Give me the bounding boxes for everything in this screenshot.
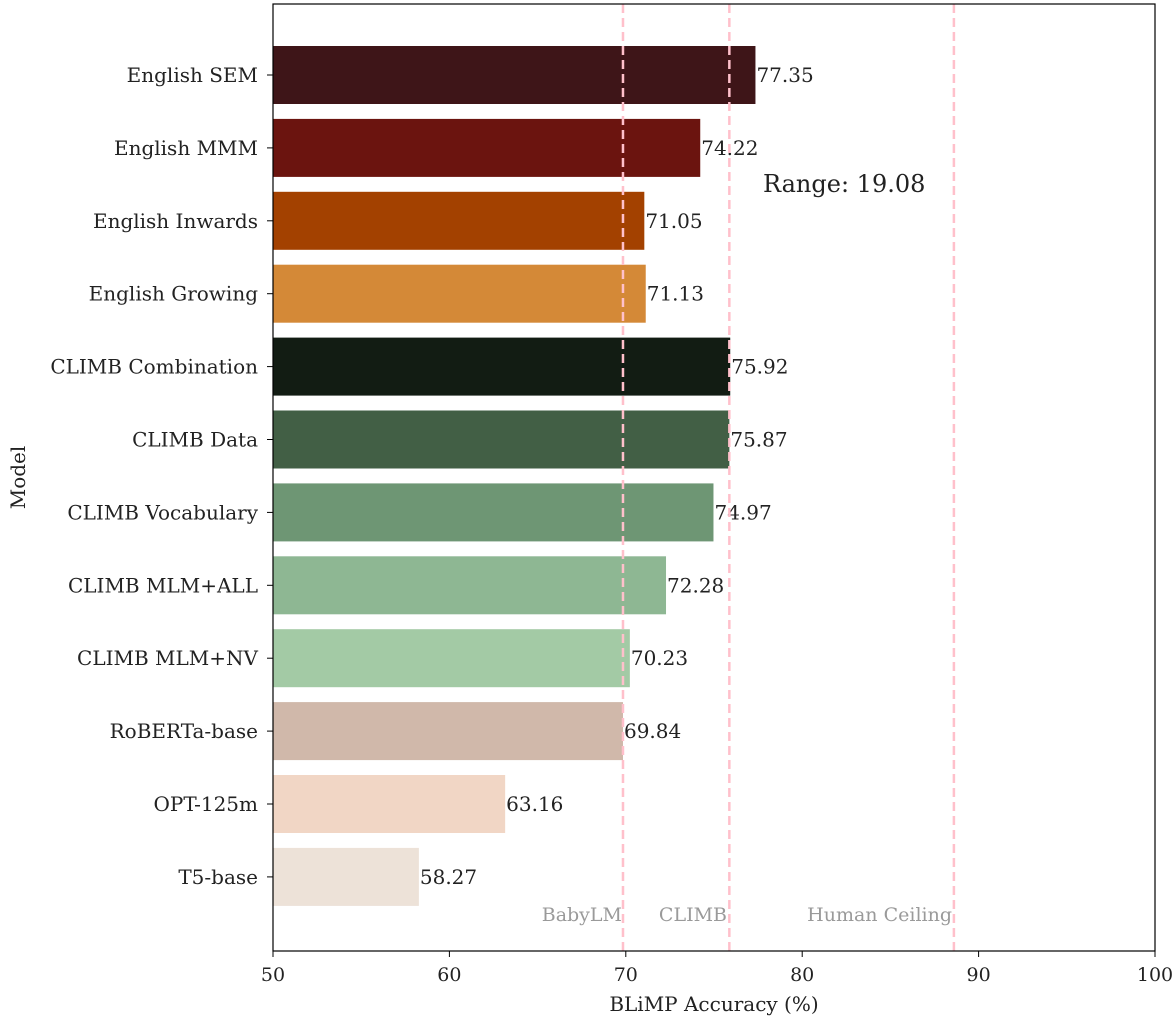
bars-layer [273, 46, 756, 906]
category-label-english-inwards: English Inwards [93, 209, 258, 233]
value-label-climb-combination: 75.92 [731, 355, 788, 379]
x-axis: 50 60 70 80 90 100 [261, 951, 1173, 986]
category-label-climb-mlm-nv: CLIMB MLM+NV [77, 646, 259, 670]
range-annotation: Range: 19.08 [763, 170, 925, 198]
bar-english-sem [273, 46, 756, 104]
category-label-english-mmm: English MMM [114, 136, 258, 160]
y-axis-title: Model [6, 446, 30, 510]
x-tick-label-100: 100 [1137, 964, 1173, 986]
bar-english-inwards [273, 191, 645, 250]
value-label-english-growing: 71.13 [647, 282, 704, 306]
value-label-english-sem: 77.35 [756, 63, 813, 87]
bar-climb-combination [273, 337, 731, 396]
bar-roberta-base [273, 702, 623, 761]
value-label-climb-vocabulary: 74.97 [714, 500, 771, 524]
reference-label-babylm: BabyLM [542, 904, 622, 926]
bar-climb-vocabulary [273, 483, 714, 542]
y-axis: English SEM English MMM English Inwards Eng… [50, 63, 273, 889]
x-tick-label-90: 90 [967, 964, 991, 986]
category-label-climb-combination: CLIMB Combination [50, 355, 258, 379]
category-label-opt-125m: OPT-125m [153, 792, 258, 816]
bar-climb-mlm-nv [273, 629, 630, 688]
reference-lines-layer: BabyLM CLIMB Human Ceiling [542, 4, 956, 951]
value-label-opt-125m: 63.16 [506, 792, 563, 816]
bar-english-growing [273, 264, 646, 323]
category-label-roberta-base: RoBERTa-base [110, 719, 258, 743]
category-label-english-sem: English SEM [127, 63, 258, 87]
value-labels-layer: 77.3574.2271.0571.1375.9275.8774.9772.28… [420, 63, 814, 889]
plot-frame [272, 3, 1156, 952]
bar-english-mmm [273, 118, 701, 177]
bar-climb-data [273, 410, 730, 469]
x-tick-label-70: 70 [614, 964, 638, 986]
category-label-climb-mlm-all: CLIMB MLM+ALL [68, 573, 258, 597]
value-label-roberta-base: 69.84 [624, 719, 681, 743]
value-label-climb-mlm-all: 72.28 [667, 573, 724, 597]
x-tick-label-50: 50 [261, 964, 285, 986]
bar-t5-base [273, 847, 419, 906]
value-label-english-inwards: 71.05 [645, 209, 702, 233]
x-tick-label-60: 60 [437, 964, 461, 986]
category-label-climb-data: CLIMB Data [132, 428, 258, 452]
bar-opt-125m [273, 775, 506, 833]
category-label-climb-vocabulary: CLIMB Vocabulary [67, 500, 258, 524]
x-tick-label-80: 80 [790, 964, 814, 986]
category-label-english-growing: English Growing [89, 282, 259, 306]
reference-label-climb: CLIMB [659, 904, 727, 926]
value-label-t5-base: 58.27 [420, 865, 477, 889]
category-label-t5-base: T5-base [178, 865, 258, 889]
bar-climb-mlm-all [273, 556, 667, 615]
value-label-climb-data: 75.87 [730, 428, 787, 452]
x-axis-title: BLiMP Accuracy (%) [609, 992, 818, 1016]
reference-label-human-ceiling: Human Ceiling [807, 904, 952, 926]
value-label-climb-mlm-nv: 70.23 [631, 646, 688, 670]
